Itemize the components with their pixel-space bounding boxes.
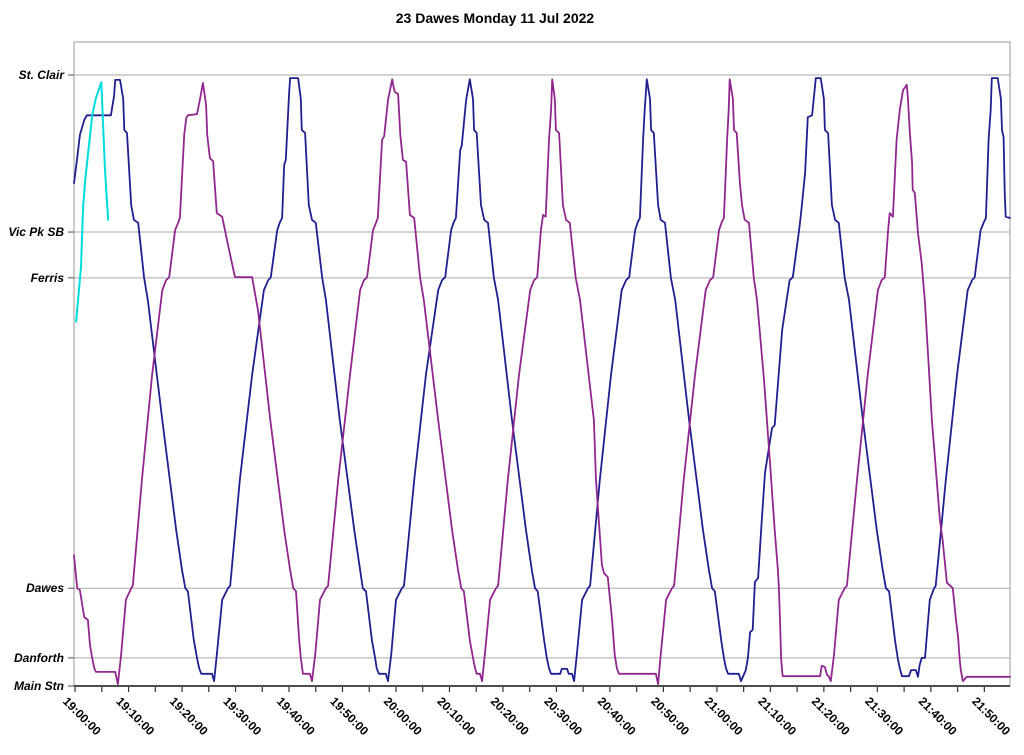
x-tick-label: 20:40:00 (595, 694, 639, 738)
x-tick-label: 19:10:00 (113, 694, 157, 738)
station-label: Danforth (14, 651, 64, 665)
chart-title: 23 Dawes Monday 11 Jul 2022 (395, 10, 595, 26)
x-tick-label: 19:50:00 (327, 694, 371, 738)
vehicle-run-navy-line (73, 77, 1011, 682)
x-tick-label: 19:40:00 (274, 694, 318, 738)
station-label: Dawes (26, 581, 64, 595)
x-tick-label: 20:50:00 (648, 694, 692, 738)
x-tick-label: 19:00:00 (60, 694, 104, 738)
vehicle-run-purple-line (73, 78, 1011, 686)
x-tick-label: 21:50:00 (969, 694, 1013, 738)
station-label: Ferris (31, 271, 65, 285)
station-label: St. Clair (19, 68, 66, 82)
station-label: Vic Pk SB (8, 225, 64, 239)
x-tick-label: 21:10:00 (755, 694, 799, 738)
station-label: Main Stn (14, 679, 64, 693)
x-tick-label: 21:20:00 (809, 694, 853, 738)
x-tick-label: 19:20:00 (167, 694, 211, 738)
x-tick-label: 19:30:00 (220, 694, 264, 738)
vehicle-run-cyan-line (75, 81, 110, 323)
x-tick-label: 20:00:00 (381, 694, 425, 738)
x-tick-label: 21:00:00 (702, 694, 746, 738)
x-tick-label: 21:40:00 (916, 694, 960, 738)
x-tick-label: 20:10:00 (434, 694, 478, 738)
x-tick-label: 20:30:00 (541, 694, 585, 738)
x-tick-label: 20:20:00 (488, 694, 532, 738)
x-tick-label: 21:30:00 (862, 694, 906, 738)
